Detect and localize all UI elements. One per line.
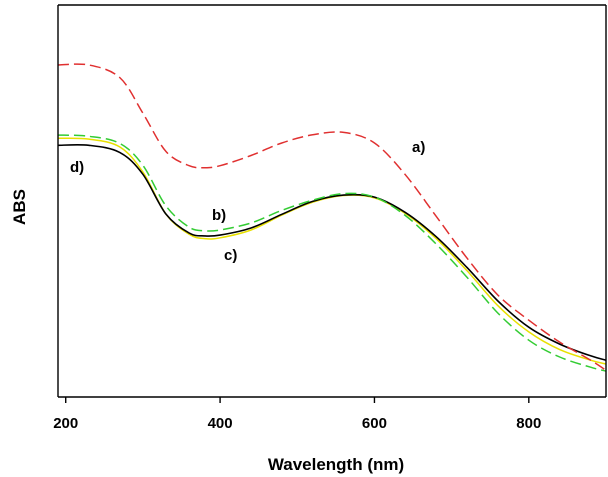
ticks-layer: 200 400 600 800 <box>53 397 541 432</box>
series-line-d <box>57 144 607 361</box>
y-axis-label: ABS <box>10 189 29 225</box>
x-tick-label: 800 <box>516 415 541 432</box>
axes-layer <box>57 4 607 398</box>
series-label-d: d) <box>70 159 84 176</box>
labels-layer: Wavelength (nm) ABS <box>10 189 404 474</box>
x-axis-label: Wavelength (nm) <box>268 455 404 474</box>
annotation-layer: a) b) c) d) <box>70 139 425 264</box>
series-label-a: a) <box>412 139 425 156</box>
series-layer <box>57 63 607 372</box>
x-tick-label: 200 <box>53 415 78 432</box>
series-label-c: c) <box>224 247 237 264</box>
series-line-a <box>57 63 607 371</box>
x-tick-label: 600 <box>362 415 387 432</box>
series-line-b <box>57 134 607 372</box>
series-label-b: b) <box>212 207 226 224</box>
x-tick-label: 400 <box>208 415 233 432</box>
